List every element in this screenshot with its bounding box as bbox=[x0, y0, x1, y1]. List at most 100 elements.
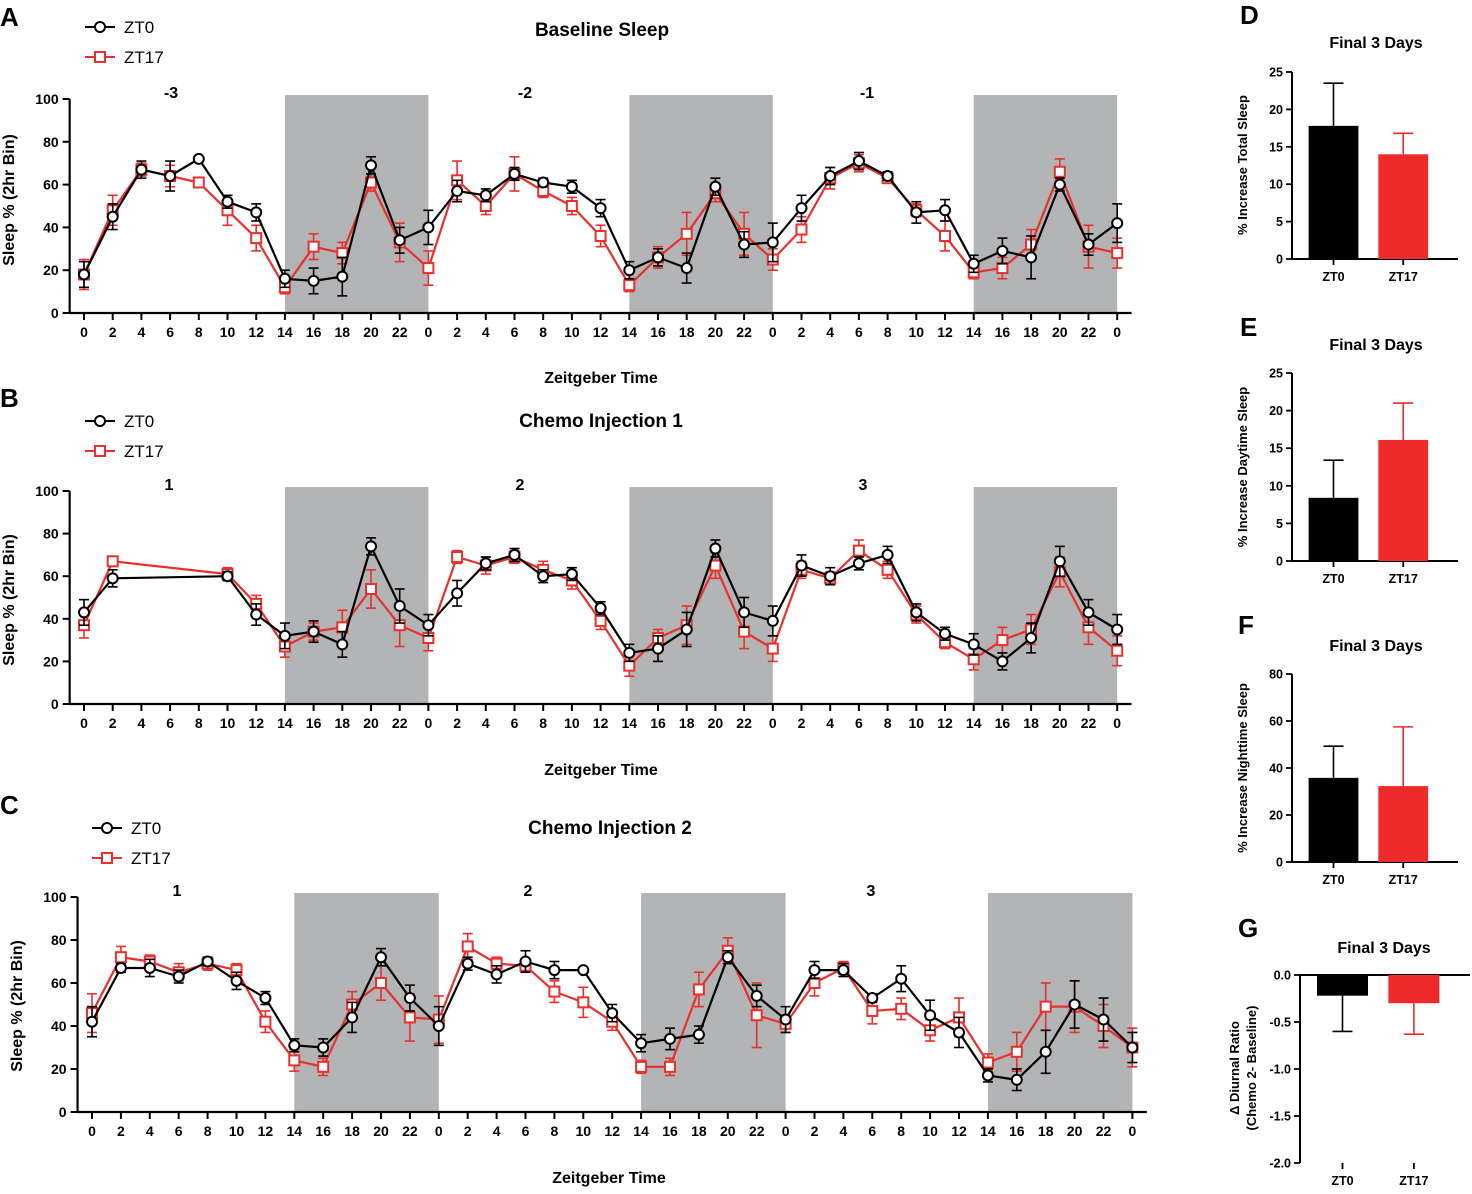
legend-item-zt0: ZT0 bbox=[85, 18, 154, 37]
y-tick-label: 40 bbox=[51, 1018, 67, 1034]
y-tick-label: 100 bbox=[35, 483, 59, 499]
chart-title: Chemo Injection 1 bbox=[519, 411, 683, 432]
y-tick-label: 20 bbox=[1269, 809, 1283, 823]
data-point bbox=[451, 551, 464, 564]
x-tick-label: 20 bbox=[373, 1123, 389, 1139]
x-tick-label: 16 bbox=[995, 715, 1011, 731]
y-tick-label: 60 bbox=[43, 177, 59, 193]
x-tick-label: 10 bbox=[220, 324, 236, 340]
data-point bbox=[114, 961, 127, 974]
x-tick-label: 4 bbox=[482, 715, 490, 731]
data-point bbox=[317, 1060, 330, 1073]
x-tick-label: 0 bbox=[1113, 324, 1121, 340]
panel-letter-a: A bbox=[0, 2, 19, 32]
data-point bbox=[852, 544, 865, 557]
y-tick-label: 80 bbox=[43, 526, 59, 542]
x-tick-label: 2 bbox=[464, 1123, 472, 1139]
x-tick-label: 12 bbox=[593, 324, 609, 340]
panel-d-total-sleep: D Final 3 Days 0 5 10 15 20 25 ZT0 ZT17 % Incre… bbox=[1235, 0, 1458, 284]
night-period-shading bbox=[284, 95, 429, 313]
data-point bbox=[422, 619, 435, 632]
x-tick-label: 10 bbox=[564, 324, 580, 340]
data-point bbox=[106, 572, 119, 585]
panel-letter-e: E bbox=[1240, 312, 1257, 342]
y-tick-label: 0 bbox=[1276, 555, 1283, 569]
day-labels: -3 -2 -1 bbox=[164, 85, 874, 102]
x-tick-label: 10 bbox=[909, 324, 925, 340]
x-tick-label: 14 bbox=[277, 324, 293, 340]
data-point bbox=[490, 968, 503, 981]
data-point bbox=[1126, 1041, 1139, 1054]
x-tick-label: 16 bbox=[995, 324, 1011, 340]
x-tick-label: 4 bbox=[138, 715, 146, 731]
data-point bbox=[824, 170, 837, 183]
data-point bbox=[106, 210, 119, 223]
data-point bbox=[192, 176, 205, 189]
x-tick-label: 12 bbox=[604, 1123, 620, 1139]
data-point bbox=[577, 996, 590, 1009]
day-labels: 1 2 3 bbox=[165, 477, 868, 494]
x-tick-label: 20 bbox=[1067, 1123, 1083, 1139]
data-point bbox=[336, 270, 349, 283]
data-point bbox=[738, 606, 751, 619]
data-point bbox=[709, 180, 722, 193]
day-label: 1 bbox=[165, 477, 174, 494]
x-tick-label: 22 bbox=[392, 324, 408, 340]
x-tick-label: 0 bbox=[435, 1123, 443, 1139]
data-point bbox=[795, 559, 808, 572]
day-label: -2 bbox=[518, 85, 532, 102]
data-point bbox=[259, 992, 272, 1005]
x-tick-label: 16 bbox=[1009, 1123, 1025, 1139]
legend-label-zt0: ZT0 bbox=[131, 819, 161, 838]
y-tick-label: 20 bbox=[43, 653, 59, 669]
panel-b-chemo-injection-1: B Chemo Injection 1 ZT0 ZT17 1 2 3 02040… bbox=[0, 383, 1132, 779]
x-tick-label: 16 bbox=[306, 324, 322, 340]
x-tick-label: 4 bbox=[146, 1123, 154, 1139]
day-labels: 1 2 3 bbox=[173, 883, 876, 900]
day-label: 1 bbox=[173, 883, 182, 900]
y-tick-label: 20 bbox=[1269, 404, 1283, 418]
chart-title: Final 3 Days bbox=[1329, 337, 1422, 354]
x-tick-label: 4 bbox=[826, 715, 834, 731]
data-point bbox=[1010, 1045, 1023, 1058]
y-axis-title: % Increase Nighttime Sleep bbox=[1235, 683, 1250, 853]
data-point bbox=[721, 951, 734, 964]
data-point bbox=[939, 204, 951, 217]
data-point bbox=[78, 606, 90, 619]
plot-area: 0 5 10 15 20 25 ZT0 ZT17 bbox=[1269, 367, 1458, 586]
y-axis-title: Sleep % (2hr Bin) bbox=[9, 940, 26, 1072]
data-point bbox=[981, 1069, 994, 1082]
data-point bbox=[795, 202, 808, 215]
x-tick-label: 6 bbox=[166, 324, 174, 340]
y-tick-label: 10 bbox=[1269, 479, 1283, 493]
data-point bbox=[78, 268, 90, 281]
x-axis-title: Zeitgeber Time bbox=[544, 762, 658, 779]
data-point bbox=[895, 1002, 908, 1015]
data-point bbox=[808, 964, 821, 977]
data-point bbox=[852, 155, 865, 168]
x-tick-label: 6 bbox=[166, 715, 174, 731]
data-point bbox=[221, 570, 234, 583]
y-tick-label: -1.0 bbox=[1269, 1063, 1291, 1077]
night-period-shading bbox=[973, 95, 1118, 313]
x-tick-label: 0 bbox=[425, 715, 433, 731]
y-tick-label: 80 bbox=[1269, 668, 1283, 682]
y-tick-label: 80 bbox=[43, 134, 59, 150]
y-tick-label: -2.0 bbox=[1269, 1157, 1291, 1171]
data-point bbox=[307, 625, 320, 638]
data-point bbox=[537, 176, 550, 189]
data-point bbox=[317, 1041, 330, 1054]
y-tick-label: 20 bbox=[51, 1061, 67, 1077]
data-point bbox=[135, 163, 148, 176]
legend: ZT0 ZT17 bbox=[85, 18, 164, 67]
x-tick-label: 8 bbox=[884, 324, 892, 340]
data-point bbox=[594, 614, 607, 627]
data-point bbox=[565, 568, 578, 581]
x-tick-label: 0 bbox=[1129, 1123, 1137, 1139]
chart-title: Final 3 Days bbox=[1329, 35, 1422, 52]
data-point bbox=[1025, 631, 1038, 644]
legend-item-zt0: ZT0 bbox=[92, 819, 161, 838]
data-point bbox=[766, 642, 779, 655]
data-point bbox=[1111, 247, 1124, 260]
data-point bbox=[680, 623, 693, 636]
